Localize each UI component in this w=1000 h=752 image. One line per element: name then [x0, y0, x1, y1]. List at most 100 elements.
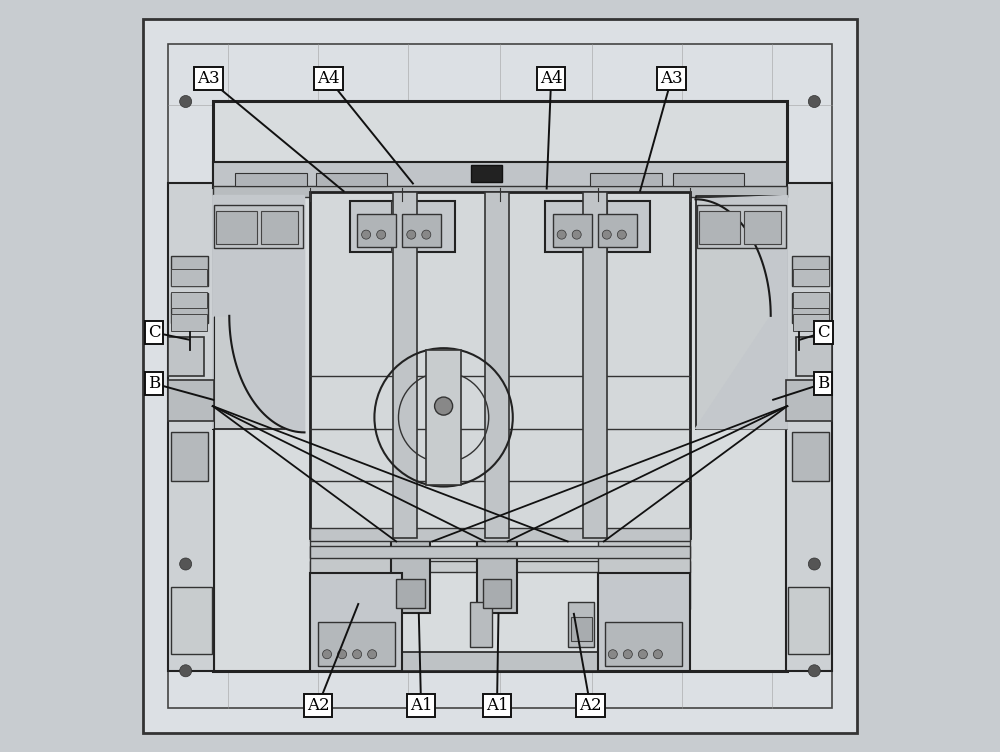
Bar: [697, 205, 786, 248]
Bar: [792, 293, 829, 323]
Circle shape: [617, 230, 626, 239]
Bar: [310, 528, 690, 541]
Bar: [350, 201, 455, 252]
Bar: [793, 269, 829, 286]
Bar: [213, 162, 787, 188]
Bar: [786, 183, 832, 671]
Bar: [171, 432, 208, 481]
Bar: [310, 561, 690, 572]
Bar: [402, 214, 441, 247]
Bar: [310, 540, 402, 609]
Bar: [571, 617, 592, 641]
Bar: [477, 541, 517, 613]
Polygon shape: [696, 196, 787, 429]
Bar: [171, 256, 208, 286]
Bar: [261, 211, 298, 244]
Circle shape: [808, 665, 820, 677]
Text: A2: A2: [307, 697, 329, 714]
Bar: [788, 587, 829, 654]
Polygon shape: [213, 196, 304, 432]
Bar: [310, 546, 690, 558]
Bar: [316, 173, 387, 186]
Bar: [588, 201, 607, 252]
Bar: [793, 292, 829, 308]
Bar: [391, 201, 410, 252]
Bar: [786, 380, 832, 421]
Circle shape: [608, 650, 617, 659]
Text: B: B: [148, 375, 160, 392]
Bar: [357, 214, 396, 247]
Bar: [391, 541, 430, 613]
Bar: [605, 622, 682, 666]
Text: C: C: [148, 324, 160, 341]
Bar: [310, 192, 690, 538]
Bar: [168, 183, 214, 671]
Bar: [699, 211, 740, 244]
Bar: [590, 173, 662, 186]
Bar: [168, 337, 204, 376]
Text: A3: A3: [197, 71, 220, 87]
Bar: [792, 432, 829, 481]
Bar: [318, 622, 395, 666]
Bar: [744, 211, 781, 244]
Circle shape: [638, 650, 647, 659]
Circle shape: [338, 650, 347, 659]
Bar: [214, 205, 303, 248]
Text: B: B: [817, 375, 829, 392]
Polygon shape: [213, 196, 304, 429]
Circle shape: [323, 650, 332, 659]
Circle shape: [422, 230, 431, 239]
Circle shape: [653, 650, 662, 659]
Bar: [598, 214, 637, 247]
Bar: [168, 380, 214, 421]
Bar: [796, 337, 832, 376]
Circle shape: [435, 397, 453, 415]
Text: C: C: [817, 324, 830, 341]
Circle shape: [180, 558, 192, 570]
Bar: [483, 579, 511, 608]
Circle shape: [557, 230, 566, 239]
Bar: [553, 214, 592, 247]
Bar: [598, 573, 690, 671]
Bar: [213, 101, 787, 671]
Bar: [171, 314, 207, 331]
Bar: [545, 201, 650, 252]
Bar: [396, 579, 425, 608]
Text: A1: A1: [486, 697, 508, 714]
Bar: [485, 192, 509, 538]
Bar: [583, 192, 607, 538]
Circle shape: [808, 96, 820, 108]
Bar: [470, 602, 492, 647]
Bar: [426, 350, 461, 485]
Bar: [393, 192, 417, 538]
Circle shape: [362, 230, 371, 239]
Circle shape: [602, 230, 611, 239]
Circle shape: [180, 665, 192, 677]
Bar: [171, 587, 212, 654]
Circle shape: [808, 558, 820, 570]
Bar: [673, 173, 744, 186]
Text: A4: A4: [317, 71, 340, 87]
Bar: [171, 269, 207, 286]
Circle shape: [353, 650, 362, 659]
Circle shape: [180, 96, 192, 108]
Bar: [793, 314, 829, 331]
Circle shape: [377, 230, 386, 239]
Text: A1: A1: [410, 697, 432, 714]
Circle shape: [572, 230, 581, 239]
Bar: [471, 165, 502, 182]
Bar: [213, 186, 787, 197]
Bar: [171, 293, 208, 323]
Bar: [598, 540, 690, 609]
Polygon shape: [696, 196, 787, 429]
Bar: [310, 652, 690, 671]
Text: A4: A4: [540, 71, 562, 87]
Text: A3: A3: [660, 71, 683, 87]
Text: A2: A2: [579, 697, 602, 714]
Bar: [792, 256, 829, 286]
Bar: [216, 211, 257, 244]
Bar: [568, 602, 594, 647]
Bar: [235, 173, 307, 186]
Circle shape: [368, 650, 377, 659]
Circle shape: [623, 650, 632, 659]
